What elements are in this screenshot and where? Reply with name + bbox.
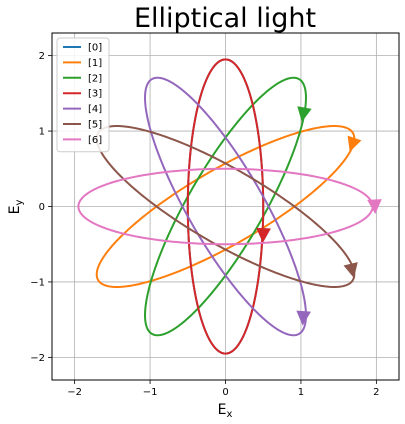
legend-label: [3] [88, 89, 102, 100]
y-tick-label: 2 [39, 51, 45, 62]
arrowhead-series-6 [367, 199, 382, 215]
x-axis-label-sub: x [226, 409, 232, 420]
x-axis-label: Ex [218, 402, 233, 420]
y-axis-label-base: E [7, 206, 23, 215]
arrowhead-series-5 [343, 262, 358, 279]
arrowhead-series-3 [256, 227, 271, 243]
y-axis-label-sub: y [14, 200, 25, 206]
ellipse-series-4 [144, 76, 307, 337]
axis-ticks: −2 −1 0 1 2 −2 −1 0 1 2 [30, 51, 379, 398]
legend: [0] [1] [2] [3] [4] [5] [6] [56, 37, 110, 153]
legend-label: [0] [88, 43, 102, 54]
x-tick-label: −2 [67, 387, 82, 398]
grid [52, 33, 399, 380]
x-tick-label: −1 [143, 387, 158, 398]
y-tick-label: −1 [30, 277, 45, 288]
chart-title: Elliptical light [134, 3, 316, 34]
ellipse-series-2 [144, 76, 307, 337]
ellipse-series-1 [95, 125, 356, 288]
arrowhead-series-1 [347, 135, 362, 152]
ellipse-series-3 [186, 58, 265, 355]
ellipse-series-6 [77, 167, 374, 246]
x-tick-label: 1 [298, 387, 304, 398]
x-axis-label-base: E [218, 402, 227, 418]
x-tick-label: 0 [222, 387, 228, 398]
y-tick-label: 0 [39, 202, 45, 213]
arrowhead-series-4 [296, 310, 311, 326]
legend-label: [6] [88, 135, 102, 146]
legend-label: [4] [88, 104, 102, 115]
x-tick-label: 2 [373, 387, 379, 398]
y-tick-label: −2 [30, 353, 45, 364]
legend-label: [2] [88, 73, 102, 84]
ellipse-series [77, 58, 382, 355]
legend-label: [1] [88, 58, 102, 69]
arrowhead-series-2 [297, 106, 312, 122]
ellipse-series-5 [95, 125, 356, 288]
y-axis-label: Ey [7, 200, 25, 215]
legend-label: [5] [88, 120, 102, 131]
y-tick-label: 1 [39, 127, 45, 138]
